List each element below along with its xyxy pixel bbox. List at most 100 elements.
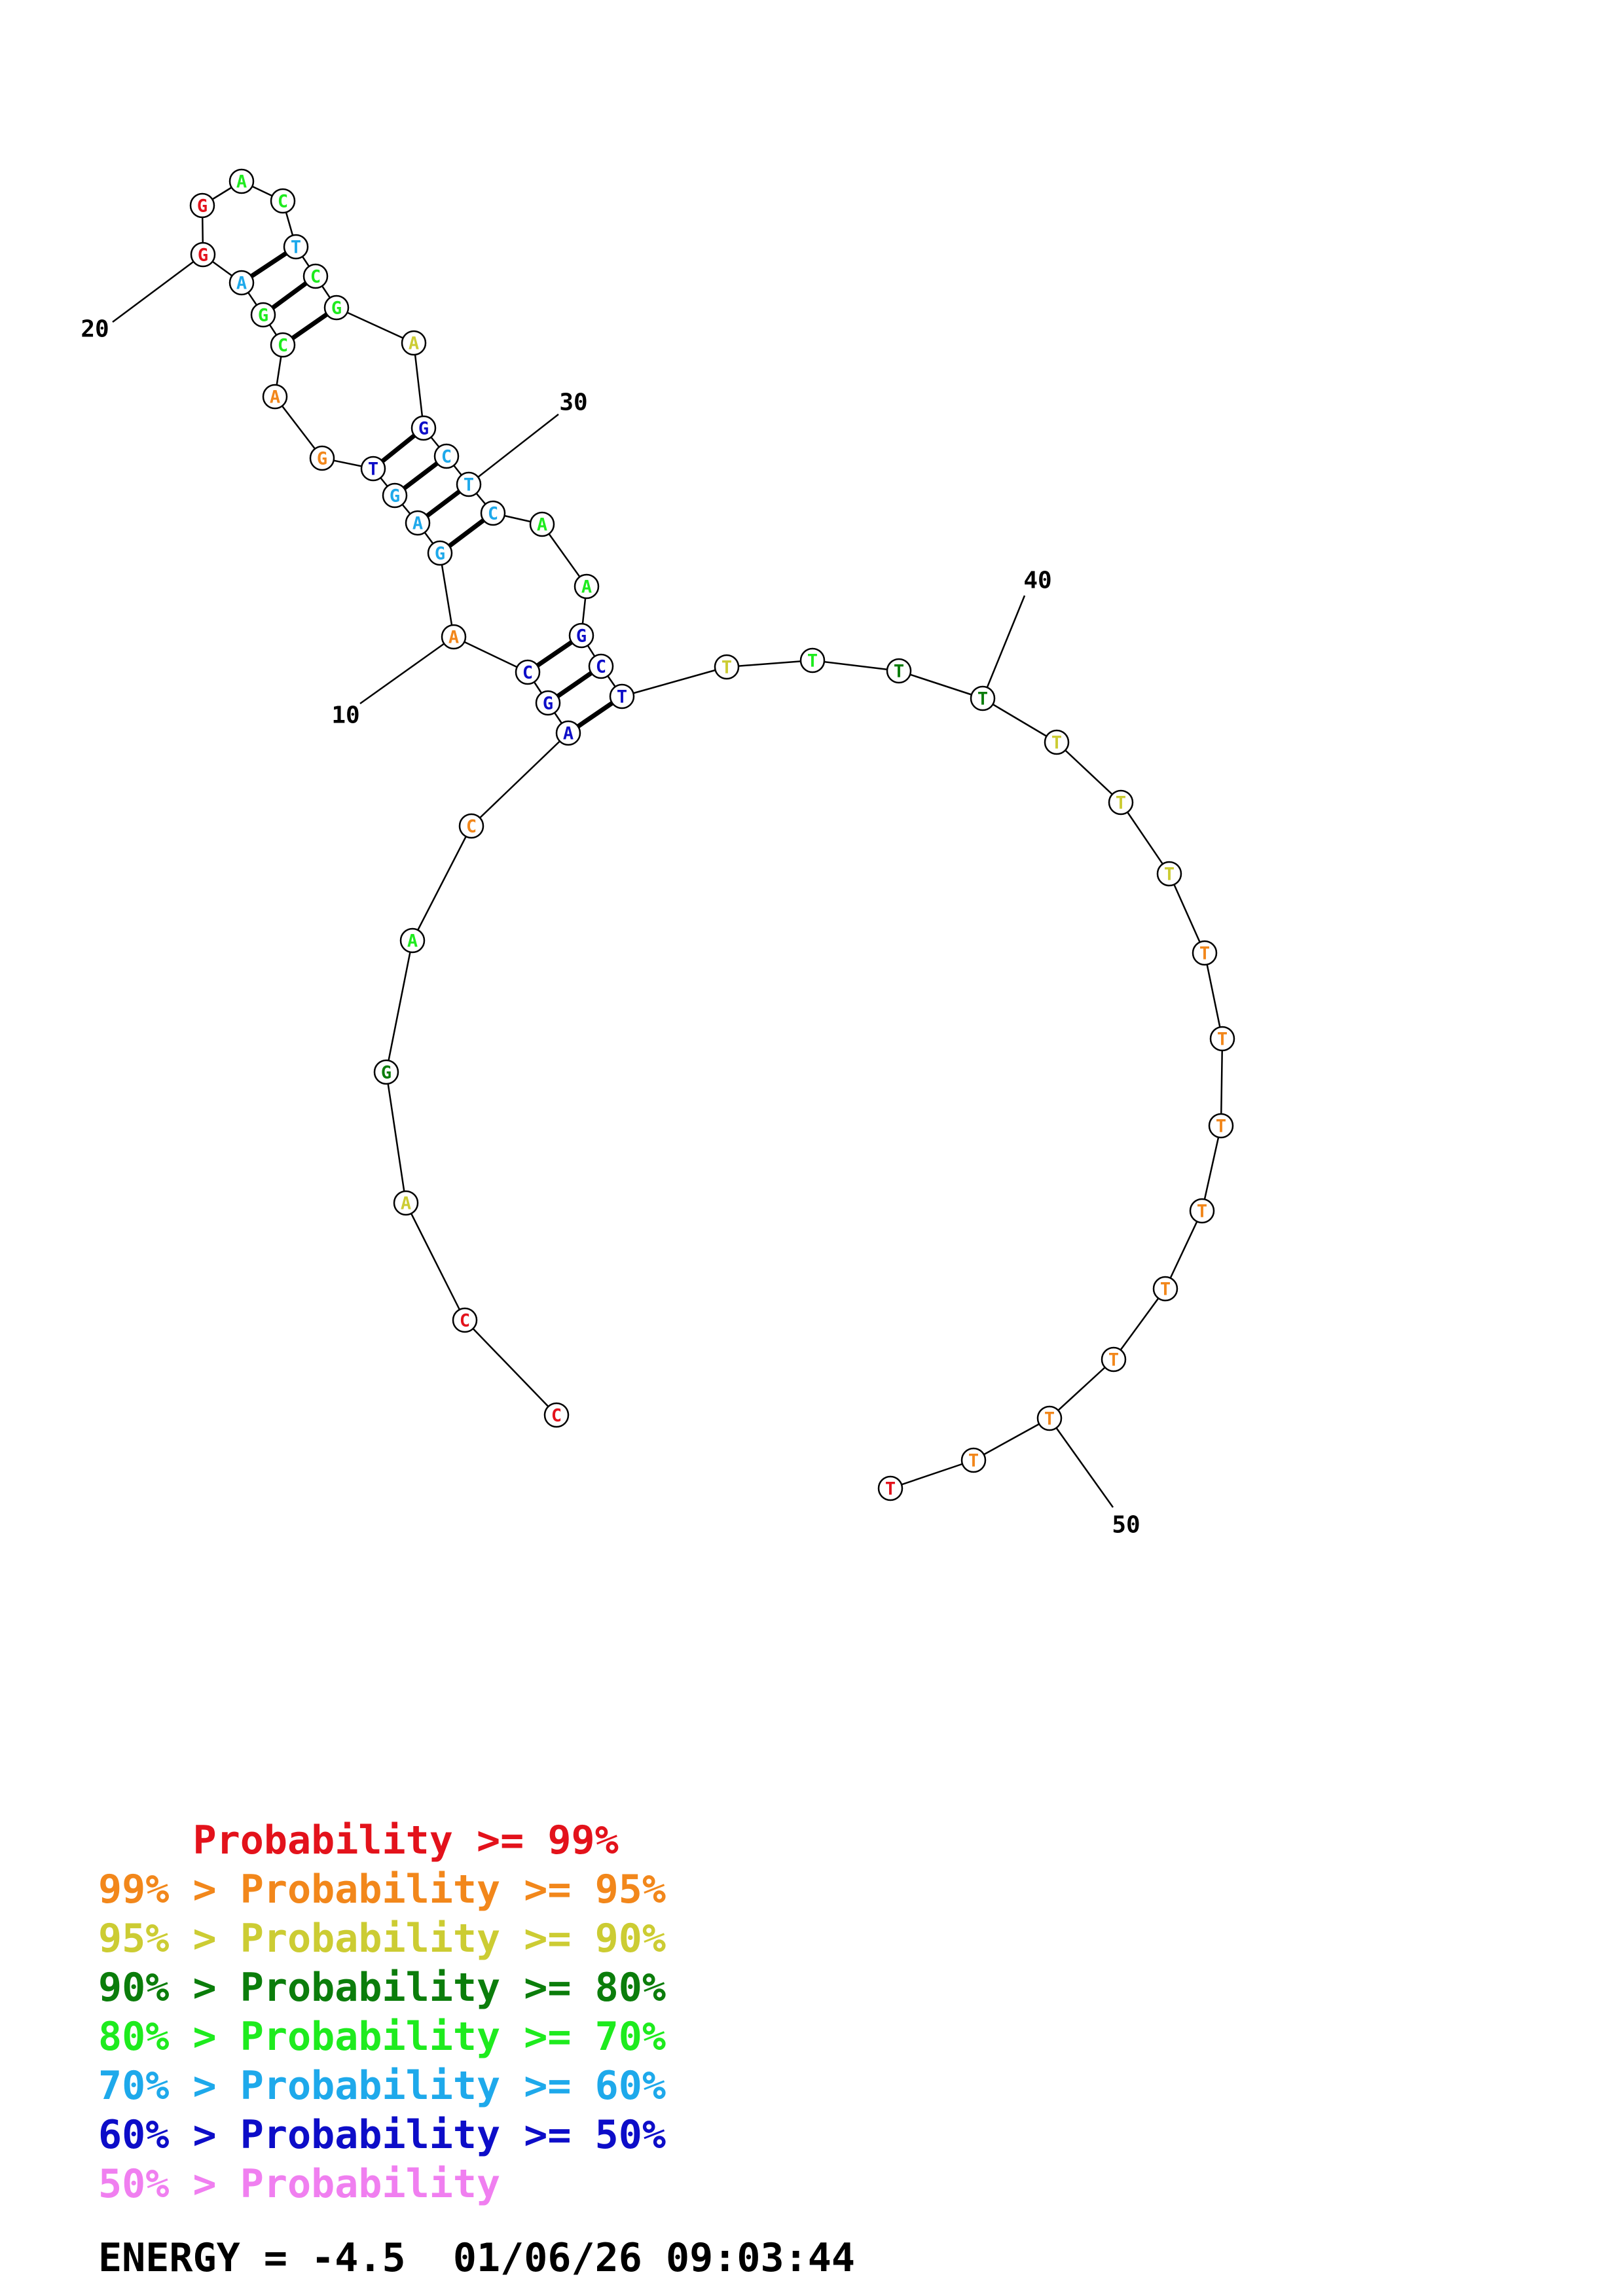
nucleotide-circle bbox=[270, 188, 296, 214]
backbone-segment bbox=[1203, 952, 1224, 1039]
backbone-segment bbox=[405, 1202, 466, 1321]
legend-label: Probability >= 99% bbox=[193, 1818, 619, 1863]
legend-entry: Probability >= 99% bbox=[98, 1818, 619, 1863]
backbone-segment bbox=[471, 732, 569, 827]
nucleotide: G bbox=[323, 295, 350, 321]
base-pair-bond bbox=[426, 490, 461, 518]
nucleotide: A bbox=[401, 330, 427, 356]
nucleotide-letter: G bbox=[390, 486, 400, 507]
backbone-segment bbox=[621, 666, 727, 698]
nucleotide: G bbox=[190, 242, 216, 268]
backbone-segment bbox=[982, 697, 1057, 744]
nucleotide-circle bbox=[399, 927, 426, 954]
nucleotide-letter: C bbox=[596, 657, 606, 677]
nucleotide-letter: G bbox=[258, 306, 268, 326]
nucleotide: C bbox=[515, 659, 541, 685]
nucleotide: T bbox=[886, 658, 912, 684]
nucleotide-letter: G bbox=[435, 544, 445, 564]
nucleotide-circle bbox=[262, 384, 288, 410]
nucleotide-letter: A bbox=[409, 334, 419, 354]
nucleotide-circle bbox=[360, 456, 386, 482]
nucleotide-circle bbox=[543, 1402, 570, 1428]
index-tick bbox=[981, 595, 1026, 699]
backbone-segment bbox=[385, 1071, 407, 1204]
nucleotide: G bbox=[373, 1059, 399, 1085]
base-pair-bond bbox=[403, 461, 439, 490]
nucleotide-letter: T bbox=[1217, 1030, 1228, 1050]
backbone-segment bbox=[812, 659, 900, 672]
backbone-segment bbox=[464, 1319, 557, 1416]
nucleotide-circle bbox=[270, 332, 296, 358]
nucleotide-circle bbox=[574, 573, 600, 600]
backbone-segment bbox=[412, 342, 425, 429]
nucleotide-letter: A bbox=[412, 514, 423, 534]
nucleotide-letter: C bbox=[278, 192, 288, 212]
nucleotide: G bbox=[535, 690, 561, 716]
nucleotide-letter: T bbox=[977, 689, 988, 709]
nucleotide-circle bbox=[480, 500, 506, 526]
legend-entry: 80% > Probability >= 70% bbox=[98, 2014, 666, 2060]
nucleotide-circle bbox=[382, 482, 408, 509]
backbone-segment bbox=[541, 524, 588, 587]
nucleotide: C bbox=[452, 1307, 478, 1333]
nucleotide: A bbox=[529, 511, 555, 537]
backbone-segment bbox=[1220, 1038, 1224, 1126]
nucleotide: T bbox=[1156, 861, 1182, 887]
index-label: 50 bbox=[1112, 1512, 1140, 1539]
legend-label: Probability >= 60% bbox=[240, 2063, 666, 2109]
nucleotide-circle bbox=[410, 415, 437, 441]
nucleotide-circle bbox=[1036, 1405, 1063, 1431]
nucleotide-letter: T bbox=[968, 1451, 979, 1471]
nucleotide: A bbox=[574, 573, 600, 600]
nucleotide-letter: C bbox=[488, 504, 498, 524]
nucleotide: G bbox=[410, 415, 437, 441]
nucleotide: C bbox=[458, 813, 484, 839]
nucleotide-circle bbox=[960, 1447, 987, 1473]
nucleotide-circle bbox=[1101, 1346, 1127, 1372]
nucleotide-letter: T bbox=[1216, 1117, 1226, 1137]
nucleotide-circle bbox=[433, 443, 460, 469]
nucleotide: A bbox=[441, 624, 467, 650]
nucleotide-circle bbox=[515, 659, 541, 685]
nucleotide-circle bbox=[714, 654, 740, 680]
nucleotide: T bbox=[283, 234, 309, 260]
nucleotide-circle bbox=[535, 690, 561, 716]
nucleotide: T bbox=[1208, 1113, 1234, 1139]
nucleotide-circle bbox=[1108, 789, 1134, 816]
nucleotide: C bbox=[480, 500, 506, 526]
nucleotide-circle bbox=[427, 540, 453, 566]
nucleotide: C bbox=[588, 653, 614, 679]
legend-entry: 70% > Probability >= 60% bbox=[98, 2063, 666, 2109]
legend-entry: 60% > Probability >= 50% bbox=[98, 2112, 666, 2158]
nucleotide-circle bbox=[529, 511, 555, 537]
base-pair-bond bbox=[536, 640, 574, 668]
nucleotide-letter: T bbox=[291, 238, 301, 258]
backbone-segment bbox=[973, 1417, 1050, 1462]
nucleotide-circle bbox=[190, 242, 216, 268]
base-pair-bond bbox=[271, 281, 308, 310]
nucleotide-circle bbox=[1209, 1026, 1235, 1052]
nucleotide: A bbox=[393, 1190, 419, 1216]
index-tick bbox=[112, 253, 204, 323]
index-tick bbox=[1048, 1418, 1114, 1508]
base-pair-bond bbox=[448, 518, 485, 548]
nucleotide: A bbox=[228, 168, 255, 194]
backbone-segment bbox=[1164, 1210, 1203, 1289]
nucleotide-letter: C bbox=[441, 447, 452, 467]
nucleotide: A bbox=[405, 510, 431, 536]
legend-label: Probability >= 50% bbox=[240, 2112, 666, 2158]
backbone-segment bbox=[898, 670, 983, 700]
nucleotide-letter: G bbox=[543, 694, 553, 714]
nucleotide-circle bbox=[401, 330, 427, 356]
nucleotide: A bbox=[262, 384, 288, 410]
nucleotide: G bbox=[568, 622, 594, 649]
nucleotide-circle bbox=[456, 471, 482, 497]
nucleotide: G bbox=[427, 540, 453, 566]
legend-label: Probability >= 70% bbox=[240, 2014, 666, 2060]
nucleotide-letter: A bbox=[236, 172, 247, 192]
nucleotide-letter: T bbox=[1197, 1202, 1207, 1222]
nucleotide-circle bbox=[588, 653, 614, 679]
nucleotide-circle bbox=[189, 192, 215, 219]
